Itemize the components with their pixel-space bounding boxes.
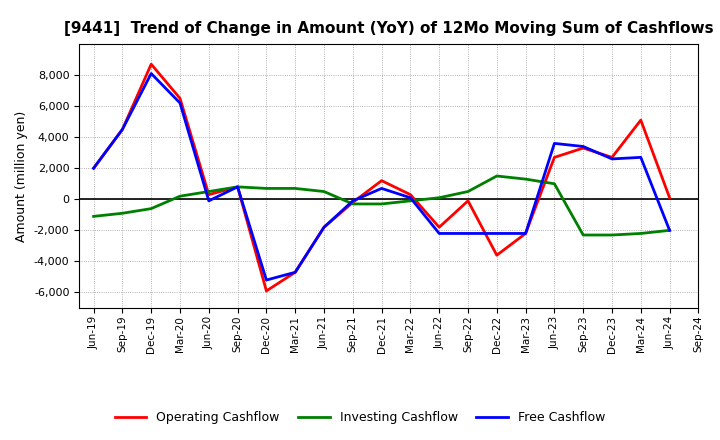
Operating Cashflow <box>204 192 213 197</box>
Free Cashflow <box>579 144 588 149</box>
Operating Cashflow <box>406 192 415 197</box>
Operating Cashflow <box>118 127 127 132</box>
Investing Cashflow <box>89 214 98 219</box>
Free Cashflow <box>550 141 559 146</box>
Operating Cashflow <box>348 200 357 205</box>
Investing Cashflow <box>464 189 472 194</box>
Operating Cashflow <box>550 155 559 160</box>
Free Cashflow <box>147 71 156 76</box>
Y-axis label: Amount (million yen): Amount (million yen) <box>15 110 28 242</box>
Free Cashflow <box>406 195 415 200</box>
Operating Cashflow <box>147 62 156 67</box>
Investing Cashflow <box>521 176 530 182</box>
Free Cashflow <box>291 270 300 275</box>
Operating Cashflow <box>262 288 271 293</box>
Investing Cashflow <box>176 194 184 199</box>
Legend: Operating Cashflow, Investing Cashflow, Free Cashflow: Operating Cashflow, Investing Cashflow, … <box>110 407 610 429</box>
Line: Investing Cashflow: Investing Cashflow <box>94 176 670 235</box>
Investing Cashflow <box>291 186 300 191</box>
Operating Cashflow <box>579 145 588 150</box>
Free Cashflow <box>665 228 674 233</box>
Free Cashflow <box>348 198 357 203</box>
Investing Cashflow <box>636 231 645 236</box>
Operating Cashflow <box>176 96 184 101</box>
Operating Cashflow <box>636 117 645 123</box>
Line: Operating Cashflow: Operating Cashflow <box>94 64 670 291</box>
Free Cashflow <box>521 231 530 236</box>
Free Cashflow <box>262 277 271 282</box>
Investing Cashflow <box>147 206 156 211</box>
Free Cashflow <box>204 198 213 203</box>
Free Cashflow <box>377 186 386 191</box>
Operating Cashflow <box>377 178 386 183</box>
Investing Cashflow <box>492 173 501 179</box>
Investing Cashflow <box>348 202 357 207</box>
Operating Cashflow <box>233 184 242 190</box>
Investing Cashflow <box>320 189 328 194</box>
Investing Cashflow <box>608 232 616 238</box>
Free Cashflow <box>118 127 127 132</box>
Investing Cashflow <box>204 189 213 194</box>
Free Cashflow <box>89 165 98 171</box>
Operating Cashflow <box>521 231 530 236</box>
Free Cashflow <box>320 224 328 230</box>
Operating Cashflow <box>492 253 501 258</box>
Free Cashflow <box>636 155 645 160</box>
Operating Cashflow <box>291 270 300 275</box>
Investing Cashflow <box>118 211 127 216</box>
Line: Free Cashflow: Free Cashflow <box>94 73 670 280</box>
Free Cashflow <box>464 231 472 236</box>
Title: [9441]  Trend of Change in Amount (YoY) of 12Mo Moving Sum of Cashflows: [9441] Trend of Change in Amount (YoY) o… <box>64 21 714 36</box>
Investing Cashflow <box>550 181 559 187</box>
Investing Cashflow <box>665 228 674 233</box>
Operating Cashflow <box>464 198 472 203</box>
Free Cashflow <box>608 156 616 161</box>
Operating Cashflow <box>665 195 674 200</box>
Investing Cashflow <box>262 186 271 191</box>
Investing Cashflow <box>579 232 588 238</box>
Free Cashflow <box>492 231 501 236</box>
Investing Cashflow <box>233 184 242 190</box>
Free Cashflow <box>233 184 242 190</box>
Operating Cashflow <box>89 165 98 171</box>
Investing Cashflow <box>406 198 415 203</box>
Operating Cashflow <box>320 224 328 230</box>
Free Cashflow <box>435 231 444 236</box>
Operating Cashflow <box>608 155 616 160</box>
Operating Cashflow <box>435 224 444 230</box>
Investing Cashflow <box>377 202 386 207</box>
Free Cashflow <box>176 100 184 106</box>
Investing Cashflow <box>435 195 444 200</box>
